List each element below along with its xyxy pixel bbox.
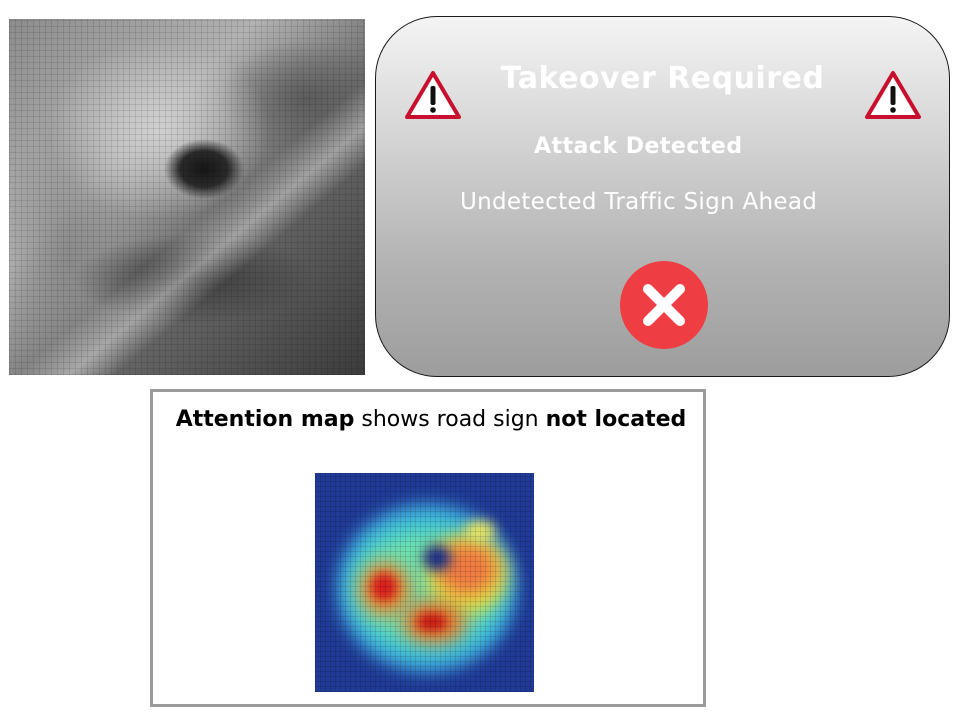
close-x-icon <box>643 284 685 326</box>
heatmap-blob <box>437 543 497 595</box>
heatmap-blob <box>423 545 451 571</box>
heatmap-blob <box>360 563 410 615</box>
heatmap-blob <box>403 601 465 643</box>
heatmap-blob <box>337 503 517 673</box>
takeover-alert-panel: Takeover Required Attack Detected Undete… <box>375 16 950 377</box>
attention-map-card: Attention map shows road sign not locate… <box>150 389 706 707</box>
attention-heatmap-image <box>315 473 534 692</box>
alert-title: Takeover Required <box>500 61 825 96</box>
dismiss-button[interactable] <box>620 261 708 349</box>
attention-caption: Attention map shows road sign not locate… <box>173 404 689 436</box>
alert-message: Undetected Traffic Sign Ahead <box>460 189 818 215</box>
caption-bold-attention-map: Attention map <box>175 407 355 432</box>
caption-regular-text: shows road sign <box>354 407 546 432</box>
heatmap-blob <box>465 521 495 541</box>
warning-triangle-icon <box>865 71 921 119</box>
attack-detected-label: Attack Detected <box>534 134 743 159</box>
warning-triangle-icon <box>405 71 461 119</box>
camera-input-image <box>9 19 365 375</box>
heatmap-blob <box>371 573 397 601</box>
heatmap-blob <box>355 533 495 643</box>
heatmap-blob <box>417 613 447 631</box>
heatmap-blob <box>427 535 507 613</box>
caption-bold-not-located: not located <box>545 407 687 432</box>
heatmap-blob <box>345 513 510 663</box>
